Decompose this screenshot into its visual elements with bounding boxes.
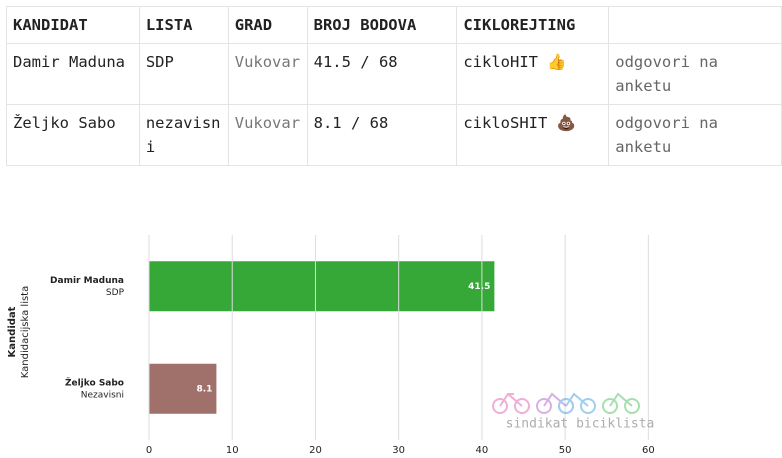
category-label: Damir Maduna (50, 276, 124, 286)
cell: SDP (138, 43, 229, 105)
header-cell: BROJ BODOVA (306, 6, 458, 44)
header-cell: GRAD (227, 6, 308, 44)
cell: Vukovar (227, 104, 308, 166)
cell: cikloHIT 👍 (456, 43, 610, 105)
cell: 8.1 / 68 (306, 104, 458, 166)
watermark: sindikat biciklista (506, 417, 655, 432)
bar (149, 363, 217, 414)
y-axis-subtitle: Kandidacijska lista (20, 286, 31, 378)
x-tick-label: 60 (642, 445, 655, 456)
table-row: Željko Sabo nezavisni Vukovar 8.1 / 68 c… (6, 104, 782, 166)
x-tick-label: 40 (476, 445, 489, 456)
x-tick-label: 10 (226, 445, 239, 456)
survey-link[interactable]: odgovori na anketu (608, 104, 782, 166)
watermark-icons (492, 392, 640, 414)
category-sublabel: SDP (106, 288, 125, 298)
cell: Damir Maduna (6, 43, 140, 105)
cell: Vukovar (227, 43, 308, 105)
survey-link[interactable]: odgovori na anketu (608, 43, 782, 105)
y-axis-title: Kandidat (7, 306, 18, 357)
category-label: Željko Sabo (65, 376, 124, 388)
header-cell: LISTA (138, 6, 229, 44)
header-cell: CIKLOREJTING (456, 6, 610, 44)
cell: cikloSHIT 💩 (456, 104, 610, 166)
bar-label: 8.1 (196, 384, 212, 394)
bar (149, 261, 495, 312)
x-tick-label: 0 (146, 445, 152, 456)
candidates-table: KANDIDAT LISTA GRAD BROJ BODOVA CIKLOREJ… (6, 6, 782, 166)
header-cell: KANDIDAT (6, 6, 140, 44)
chart: Nezavisni Željko Sabo 8.1 SDP Damir Maduna 41… (7, 235, 655, 456)
category-sublabel: Nezavisni (81, 390, 124, 400)
table-row: Damir Maduna SDP Vukovar 41.5 / 68 ciklo… (6, 43, 782, 105)
cell: 41.5 / 68 (306, 43, 458, 105)
x-tick-label: 30 (392, 445, 405, 456)
header-row: KANDIDAT LISTA GRAD BROJ BODOVA CIKLOREJ… (6, 6, 782, 44)
cell: nezavisni (138, 104, 229, 166)
x-tick-label: 20 (309, 445, 322, 456)
header-cell (608, 6, 782, 44)
bar-label: 41.5 (468, 282, 490, 292)
x-tick-label: 50 (559, 445, 572, 456)
cell: Željko Sabo (6, 104, 140, 166)
